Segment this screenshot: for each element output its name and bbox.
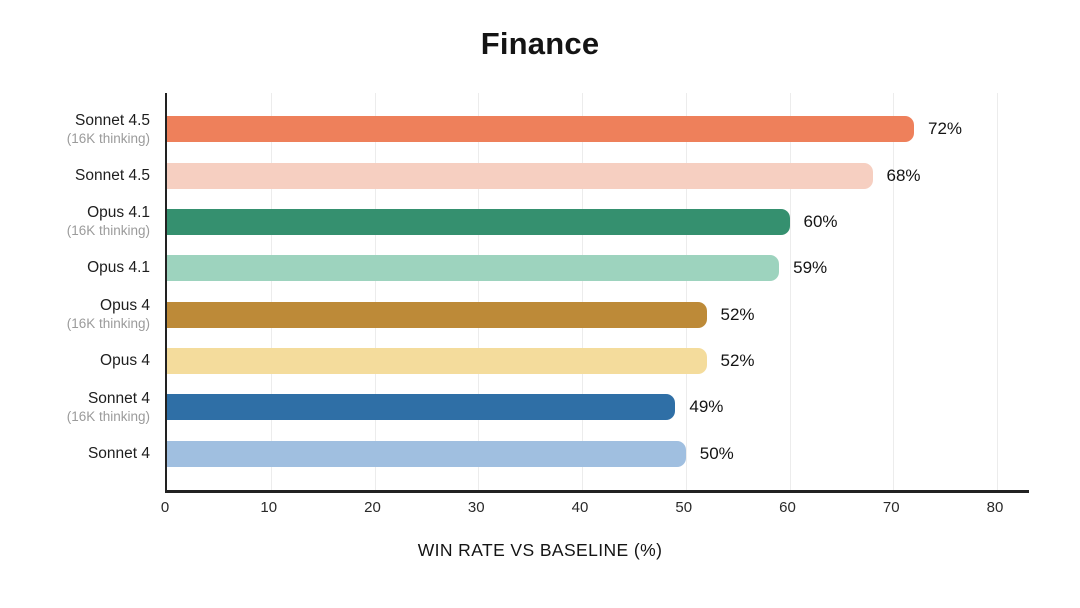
category-label-rows: Sonnet 4.5 (16K thinking) Sonnet 4.5 Opus 4… xyxy=(0,93,150,490)
category-label: Opus 4 xyxy=(100,297,150,315)
category-sublabel: (16K thinking) xyxy=(66,130,150,146)
x-axis-title: WIN RATE VS BASELINE (%) xyxy=(417,540,663,560)
bar xyxy=(167,116,914,143)
gridline xyxy=(374,93,376,490)
gridline xyxy=(997,93,998,490)
category-label-row: Opus 4.1 xyxy=(0,245,150,291)
category-axis-labels: Sonnet 4.5 (16K thinking) Sonnet 4.5 Opus 4… xyxy=(0,93,150,490)
category-label-row: Sonnet 4.5 (16K thinking) xyxy=(0,106,150,152)
gridline xyxy=(478,93,480,490)
plot-area: 72% 68% 60% 59% 52% 52% 49% 50% xyxy=(165,93,1029,493)
x-tick-label: 60 xyxy=(779,499,796,516)
bar-value-label: 60% xyxy=(803,211,838,231)
category-label: Sonnet 4 xyxy=(87,444,150,462)
bar-value-label: 72% xyxy=(928,119,963,139)
category-label: Sonnet 4.5 xyxy=(75,111,150,129)
bar-row: 72% xyxy=(167,106,1029,152)
category-label-row: Sonnet 4.5 xyxy=(0,152,150,198)
bar-row: 52% xyxy=(167,292,1029,338)
bar-value-label: 52% xyxy=(720,351,755,371)
bar xyxy=(167,394,676,421)
x-tick-label: 20 xyxy=(364,499,381,516)
bar-value-label: 68% xyxy=(886,165,921,185)
x-tick-label: 30 xyxy=(467,499,485,516)
gridline xyxy=(789,93,791,490)
bar-rows: 72% 68% 60% 59% 52% 52% 49% 50% xyxy=(167,93,1029,490)
bar xyxy=(167,348,707,375)
gridline xyxy=(270,93,272,490)
category-label-row: Opus 4 xyxy=(0,338,150,384)
category-sublabel: (16K thinking) xyxy=(66,408,150,424)
category-sublabel: (16K thinking) xyxy=(66,316,150,332)
bar xyxy=(167,162,873,189)
category-label-row: Sonnet 4 xyxy=(0,431,150,477)
x-tick-label: 40 xyxy=(571,499,589,516)
bar xyxy=(167,208,790,235)
bar-row: 59% xyxy=(167,245,1029,291)
bar-row: 60% xyxy=(167,199,1029,245)
category-label: Opus 4.1 xyxy=(87,204,150,222)
category-sublabel: (16K thinking) xyxy=(66,223,150,239)
category-label-row: Opus 4.1 (16K thinking) xyxy=(0,199,150,245)
category-label: Opus 4.1 xyxy=(87,259,150,277)
x-tick-label: 80 xyxy=(986,499,1004,516)
bar-row: 68% xyxy=(167,152,1029,198)
bar xyxy=(167,440,686,467)
category-label: Sonnet 4 xyxy=(87,389,150,407)
bar-value-label: 50% xyxy=(699,443,734,463)
bar-value-label: 49% xyxy=(689,397,724,417)
x-tick-label: 70 xyxy=(882,499,900,516)
category-label-row: Opus 4 (16K thinking) xyxy=(0,292,150,338)
bar-value-label: 52% xyxy=(720,304,755,324)
x-tick-label: 10 xyxy=(260,499,278,516)
bar-row: 52% xyxy=(167,338,1029,384)
bar-row: 50% xyxy=(167,431,1029,477)
bar-row: 49% xyxy=(167,384,1029,430)
gridline xyxy=(893,93,895,490)
gridline xyxy=(582,93,583,490)
x-tick-label: 50 xyxy=(675,499,693,516)
category-label-row: Sonnet 4 (16K thinking) xyxy=(0,384,150,430)
bar xyxy=(167,255,780,282)
gridline xyxy=(685,93,687,490)
bar xyxy=(167,301,707,328)
category-label: Sonnet 4.5 xyxy=(75,166,150,184)
x-tick-label: 0 xyxy=(160,499,170,516)
chart-title: Finance xyxy=(480,26,600,61)
bar-value-label: 59% xyxy=(793,258,828,278)
category-label: Opus 4 xyxy=(100,352,150,370)
